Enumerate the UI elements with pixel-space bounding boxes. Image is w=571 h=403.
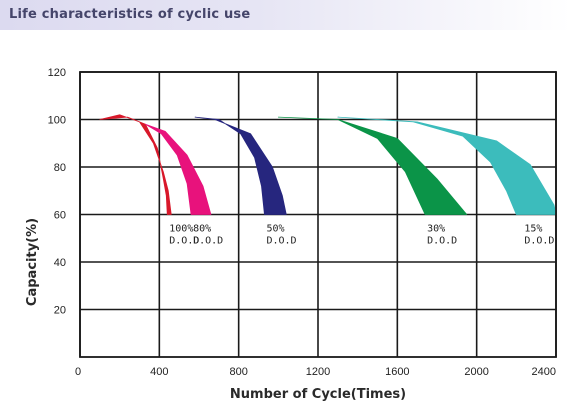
curve-band-4 (337, 116, 557, 215)
y-axis-title: Capacity(%) (25, 218, 40, 306)
curve-band-1 (145, 123, 212, 215)
curve-label-3: D.O.D (427, 236, 457, 247)
x-tick-label: 800 (229, 366, 247, 378)
curve-label-1: 80% (193, 224, 211, 235)
y-tick-label: 120 (48, 67, 66, 79)
x-tick-labels: 0 400 800 1200 1600 2000 2400 (75, 366, 556, 378)
y-tick-label: 40 (54, 257, 66, 269)
plot-grid (79, 71, 557, 357)
curve-bands (99, 114, 557, 215)
title-bar: Life characteristics of cyclic use (0, 0, 571, 30)
y-tick-label: 80 (54, 162, 66, 174)
x-tick-label: 2400 (532, 366, 556, 378)
y-tick-label: 100 (48, 115, 66, 127)
y-tick-label: 60 (54, 210, 66, 222)
curve-band-2 (194, 116, 287, 215)
curve-label-2: 50% (266, 224, 284, 235)
x-tick-label: 0 (75, 366, 81, 378)
curve-label-4: 15% (524, 224, 542, 235)
curve-label-3: 30% (427, 224, 445, 235)
x-tick-label: 1200 (306, 366, 330, 378)
plot-frame (79, 71, 557, 358)
curve-band-3 (277, 116, 468, 215)
curve-label-0: D.O.D (169, 236, 199, 247)
curve-label-4: D.O.D (524, 236, 554, 247)
curve-label-0: 100% (169, 224, 193, 235)
curve-labels: 100%D.O.D80%D.O.D50%D.O.D30%D.O.D15%D.O.… (169, 224, 554, 247)
y-tick-labels: 20 40 60 80 100 120 (48, 67, 66, 317)
y-tick-label: 20 (54, 305, 66, 317)
x-tick-label: 400 (150, 366, 168, 378)
curve-band-0 (99, 114, 172, 215)
x-tick-label: 2000 (464, 366, 488, 378)
page-title: Life characteristics of cyclic use (9, 7, 251, 22)
x-tick-label: 1600 (385, 366, 409, 378)
plot-border (79, 71, 557, 358)
x-axis-title: Number of Cycle(Times) (230, 387, 406, 402)
curve-label-1: D.O.D (193, 236, 223, 247)
curve-label-2: D.O.D (266, 236, 296, 247)
